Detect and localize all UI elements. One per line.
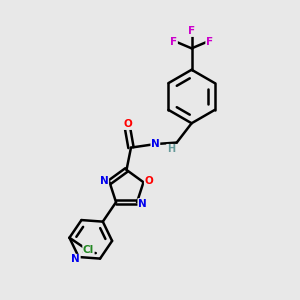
Text: N: N [71,254,80,264]
Text: Cl: Cl [83,244,94,255]
Text: H: H [167,144,175,154]
Text: N: N [138,199,147,209]
Text: N: N [151,139,160,149]
Text: N: N [100,176,109,186]
Text: O: O [145,176,153,186]
Text: O: O [123,119,132,129]
Text: F: F [170,37,177,47]
Text: F: F [188,26,195,36]
Text: F: F [206,37,213,47]
